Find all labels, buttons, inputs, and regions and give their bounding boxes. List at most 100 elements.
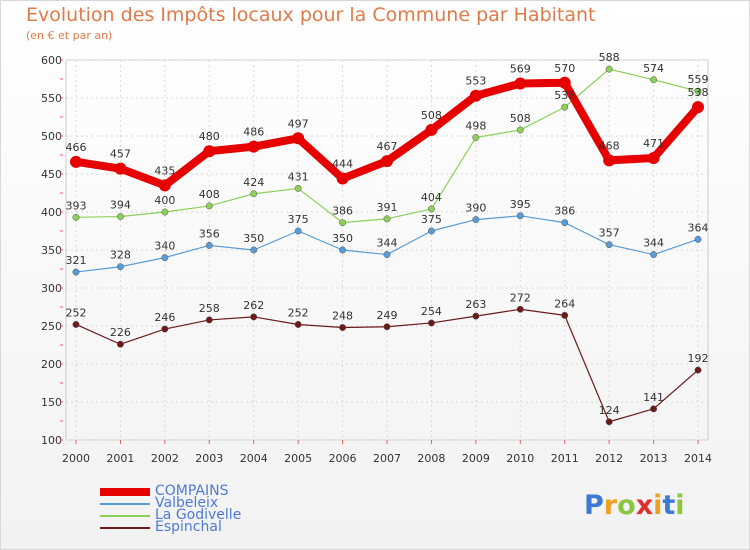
data-point — [247, 140, 260, 153]
data-label: 480 — [199, 130, 220, 143]
data-point — [694, 235, 702, 243]
x-tick-label: 2010 — [506, 452, 534, 465]
data-point — [647, 152, 660, 165]
y-tick-label: 600 — [41, 54, 62, 67]
data-label: 350 — [243, 232, 264, 245]
data-label: 393 — [66, 199, 87, 212]
data-label: 258 — [199, 302, 220, 315]
data-label: 254 — [421, 305, 442, 318]
data-point — [516, 126, 524, 134]
y-tick-label: 250 — [41, 320, 62, 333]
data-label: 570 — [554, 62, 575, 75]
data-label: 468 — [599, 139, 620, 152]
x-tick-label: 2006 — [329, 452, 357, 465]
data-point — [161, 208, 169, 216]
chart-subtitle: (en € et par an) — [26, 29, 113, 42]
data-point — [605, 241, 613, 249]
data-point — [427, 319, 435, 327]
data-point — [294, 321, 302, 328]
line-chart: 100 150 200 250 300 350 400 450 500 550 600 2000 200… — [41, 51, 712, 465]
data-point — [605, 418, 613, 426]
data-label: 386 — [554, 205, 575, 218]
data-label: 350 — [332, 232, 353, 245]
x-tick-label: 2012 — [595, 452, 623, 465]
legend-swatch — [100, 488, 150, 496]
data-point — [292, 132, 305, 145]
data-label: 192 — [688, 352, 709, 365]
y-tick-label: 200 — [41, 358, 62, 371]
data-point — [72, 321, 80, 328]
data-point — [381, 155, 393, 168]
data-point — [203, 145, 216, 158]
data-label: 508 — [421, 109, 442, 122]
data-point — [516, 305, 524, 313]
logo-letter: t — [662, 490, 676, 521]
logo-letter: i — [675, 490, 685, 521]
legend-swatch — [100, 515, 150, 517]
data-point — [603, 154, 616, 167]
data-label: 394 — [110, 199, 131, 212]
data-label: 328 — [110, 249, 131, 262]
data-label: 252 — [288, 306, 309, 319]
data-label: 272 — [510, 291, 531, 304]
data-point — [383, 215, 391, 223]
legend-label: La Godivelle — [155, 507, 242, 523]
data-label: 400 — [154, 194, 175, 207]
data-point — [427, 205, 435, 213]
x-tick-label: 2002 — [151, 452, 179, 465]
data-label: 262 — [243, 299, 264, 312]
data-point — [694, 87, 702, 95]
data-label: 553 — [465, 75, 486, 88]
data-point — [605, 65, 613, 73]
data-label: 357 — [599, 227, 620, 240]
y-tick-label: 500 — [41, 130, 62, 143]
data-label: 124 — [599, 404, 620, 417]
legend-label: Valbeleix — [155, 495, 219, 511]
series-layer — [70, 65, 704, 426]
logo-letter: x — [635, 490, 654, 521]
data-point — [561, 103, 569, 111]
proxiti-logo: Proxiti — [584, 490, 685, 521]
logo-letter: o — [617, 490, 636, 521]
data-label: 249 — [377, 309, 398, 322]
data-label: 252 — [66, 306, 87, 319]
data-point — [116, 213, 124, 221]
x-tick-label: 2008 — [417, 452, 445, 465]
data-label: 498 — [465, 120, 486, 133]
data-point — [561, 219, 569, 227]
logo-letter: i — [653, 490, 663, 521]
data-label: 248 — [332, 310, 353, 323]
data-point — [694, 366, 702, 374]
data-point — [469, 89, 482, 102]
x-tick-label: 2004 — [240, 452, 268, 465]
data-label: 264 — [554, 297, 575, 310]
y-tick-label: 350 — [41, 244, 62, 257]
data-label: 486 — [243, 126, 264, 139]
data-point — [472, 134, 480, 141]
data-label: 391 — [377, 201, 398, 214]
data-point — [650, 405, 658, 413]
data-point — [383, 251, 391, 259]
data-point — [116, 263, 124, 271]
x-tick-label: 2011 — [551, 452, 579, 465]
data-point — [692, 101, 704, 114]
data-label: 340 — [154, 240, 175, 253]
data-label: 466 — [66, 141, 87, 154]
x-tick-label: 2000 — [62, 452, 90, 465]
y-tick-label: 450 — [41, 168, 62, 181]
data-label: 424 — [243, 176, 264, 189]
legend-swatch — [100, 527, 150, 529]
data-label: 538 — [688, 86, 709, 99]
data-label: 435 — [154, 164, 175, 177]
data-point — [650, 76, 658, 84]
x-tick-label: 2005 — [284, 452, 312, 465]
data-label: 457 — [110, 148, 131, 161]
data-point — [250, 246, 258, 254]
data-label: 471 — [643, 137, 664, 150]
data-point — [339, 219, 347, 227]
data-labels: 252 226 246 258 262 252 248 249 254 263 272 264 124 1… — [66, 51, 709, 417]
data-point — [250, 190, 258, 198]
legend-label: COMPAINS — [155, 483, 229, 499]
x-tick-label: 2014 — [684, 452, 712, 465]
